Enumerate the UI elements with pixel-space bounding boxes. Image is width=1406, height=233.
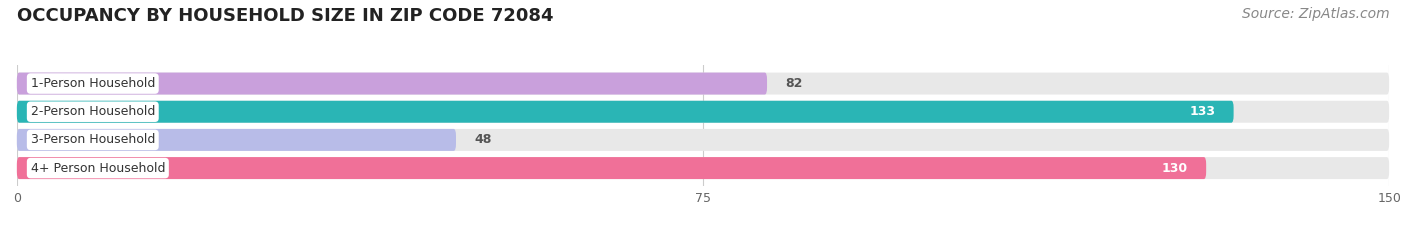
Text: OCCUPANCY BY HOUSEHOLD SIZE IN ZIP CODE 72084: OCCUPANCY BY HOUSEHOLD SIZE IN ZIP CODE … xyxy=(17,7,554,25)
FancyBboxPatch shape xyxy=(17,101,1389,123)
Text: 133: 133 xyxy=(1189,105,1215,118)
Text: 4+ Person Household: 4+ Person Household xyxy=(31,161,165,175)
Text: 82: 82 xyxy=(786,77,803,90)
FancyBboxPatch shape xyxy=(17,157,1389,179)
Text: Source: ZipAtlas.com: Source: ZipAtlas.com xyxy=(1241,7,1389,21)
FancyBboxPatch shape xyxy=(17,157,1206,179)
Text: 3-Person Household: 3-Person Household xyxy=(31,134,155,146)
FancyBboxPatch shape xyxy=(17,72,768,95)
Text: 1-Person Household: 1-Person Household xyxy=(31,77,155,90)
FancyBboxPatch shape xyxy=(17,101,1233,123)
FancyBboxPatch shape xyxy=(17,129,1389,151)
Text: 48: 48 xyxy=(474,134,492,146)
FancyBboxPatch shape xyxy=(17,129,456,151)
Text: 130: 130 xyxy=(1161,161,1188,175)
Text: 2-Person Household: 2-Person Household xyxy=(31,105,155,118)
FancyBboxPatch shape xyxy=(17,72,1389,95)
